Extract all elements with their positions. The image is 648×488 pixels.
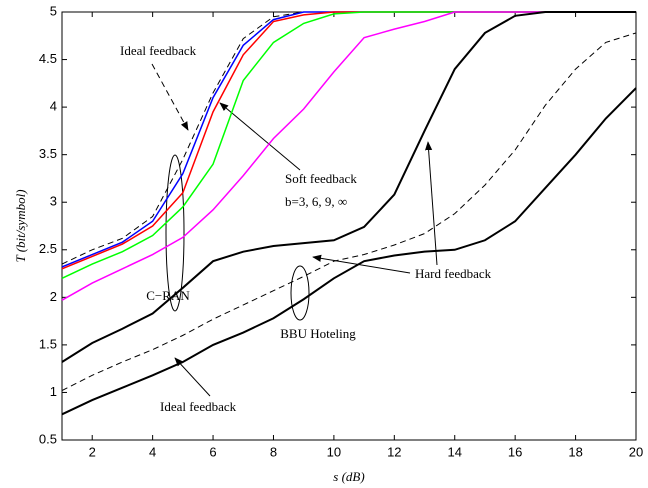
annotation: BBU Hoteling xyxy=(280,326,356,341)
y-tick-label: 2 xyxy=(50,289,57,304)
x-tick-label: 16 xyxy=(508,444,522,459)
y-tick-label: 1 xyxy=(50,384,57,399)
annotation: b=3, 6, 9, ∞ xyxy=(285,194,347,209)
x-tick-label: 6 xyxy=(209,444,216,459)
y-tick-label: 3.5 xyxy=(39,146,57,161)
y-tick-label: 0.5 xyxy=(39,431,57,446)
plot-frame xyxy=(61,11,637,441)
x-tick-label: 20 xyxy=(629,444,643,459)
ellipse xyxy=(165,154,185,312)
y-tick-label: 5 xyxy=(50,3,57,18)
x-tick-label: 4 xyxy=(149,444,156,459)
ellipse xyxy=(290,265,310,321)
y-tick-label: 2.5 xyxy=(39,241,57,256)
x-tick-label: 2 xyxy=(89,444,96,459)
x-tick-label: 14 xyxy=(448,444,462,459)
y-axis-label: T (bit/symbol) xyxy=(13,189,28,262)
annotation: Ideal feedback xyxy=(160,399,237,414)
annotation: C−RAN xyxy=(146,288,190,303)
x-tick-label: 8 xyxy=(270,444,277,459)
y-tick-label: 3 xyxy=(50,194,57,209)
series-line xyxy=(61,87,637,416)
arrow xyxy=(312,254,411,274)
y-tick-label: 1.5 xyxy=(39,336,57,351)
arrow xyxy=(174,357,211,397)
series-line xyxy=(61,11,636,363)
annotation: Ideal feedback xyxy=(120,43,197,58)
y-tick-label: 4 xyxy=(50,99,57,114)
x-tick-label: 12 xyxy=(387,444,401,459)
annotation-shapes xyxy=(151,63,438,397)
arrow xyxy=(219,102,301,171)
x-tick-label: 18 xyxy=(568,444,582,459)
series-line xyxy=(61,32,637,391)
arrow xyxy=(425,141,438,266)
x-axis-label: s (dB) xyxy=(333,469,364,484)
x-tick-label: 10 xyxy=(327,444,341,459)
annotation: Hard feedback xyxy=(415,266,492,281)
y-tick-label: 4.5 xyxy=(39,51,57,66)
arrow xyxy=(151,63,189,131)
annotation: Soft feedback xyxy=(285,171,357,186)
